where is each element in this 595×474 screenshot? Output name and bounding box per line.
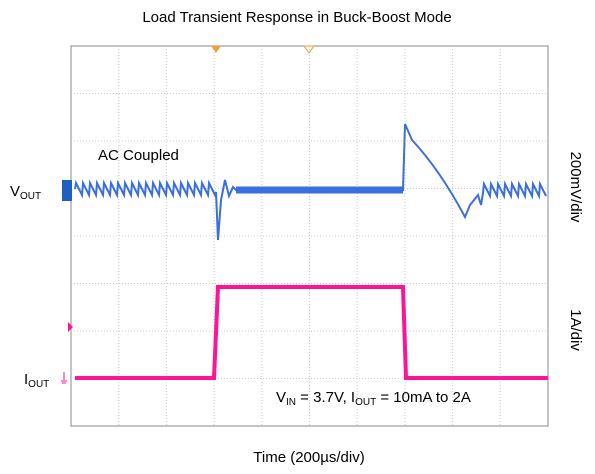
trigger-marker [303, 45, 315, 54]
conditions-sub: IN [286, 397, 296, 408]
channel-label-sub: OUT [28, 379, 49, 390]
chart-title: Load Transient Response in Buck-Boost Mo… [142, 9, 451, 26]
channel-marker [68, 322, 73, 332]
conditions-main: = 3.7V, I [296, 389, 355, 406]
conditions-sub: OUT [355, 397, 376, 408]
grid [71, 46, 548, 426]
channel-label-main: I [24, 371, 28, 388]
channel-label-sub: OUT [20, 191, 41, 202]
current-trace [75, 285, 548, 380]
channel-marker [62, 180, 72, 201]
conditions-main: = 10mA to 2A [376, 389, 471, 406]
channel-scale: 200mV/div [567, 152, 584, 223]
channel-scale: 1A/div [567, 309, 584, 351]
channel-label: IOUT [24, 371, 49, 390]
trigger-marker [211, 46, 221, 53]
conditions-main: V [276, 389, 286, 406]
traces [74, 123, 548, 380]
channel-label: VOUT [10, 183, 41, 202]
channel-label-main: V [10, 183, 20, 200]
x-axis-label: Time (200µs/div) [253, 449, 364, 466]
voltage-trace [74, 123, 547, 241]
conditions: VIN = 3.7V, IOUT = 10mA to 2A [276, 389, 471, 408]
ground-marker [61, 372, 67, 384]
annotation: AC Coupled [98, 147, 179, 164]
